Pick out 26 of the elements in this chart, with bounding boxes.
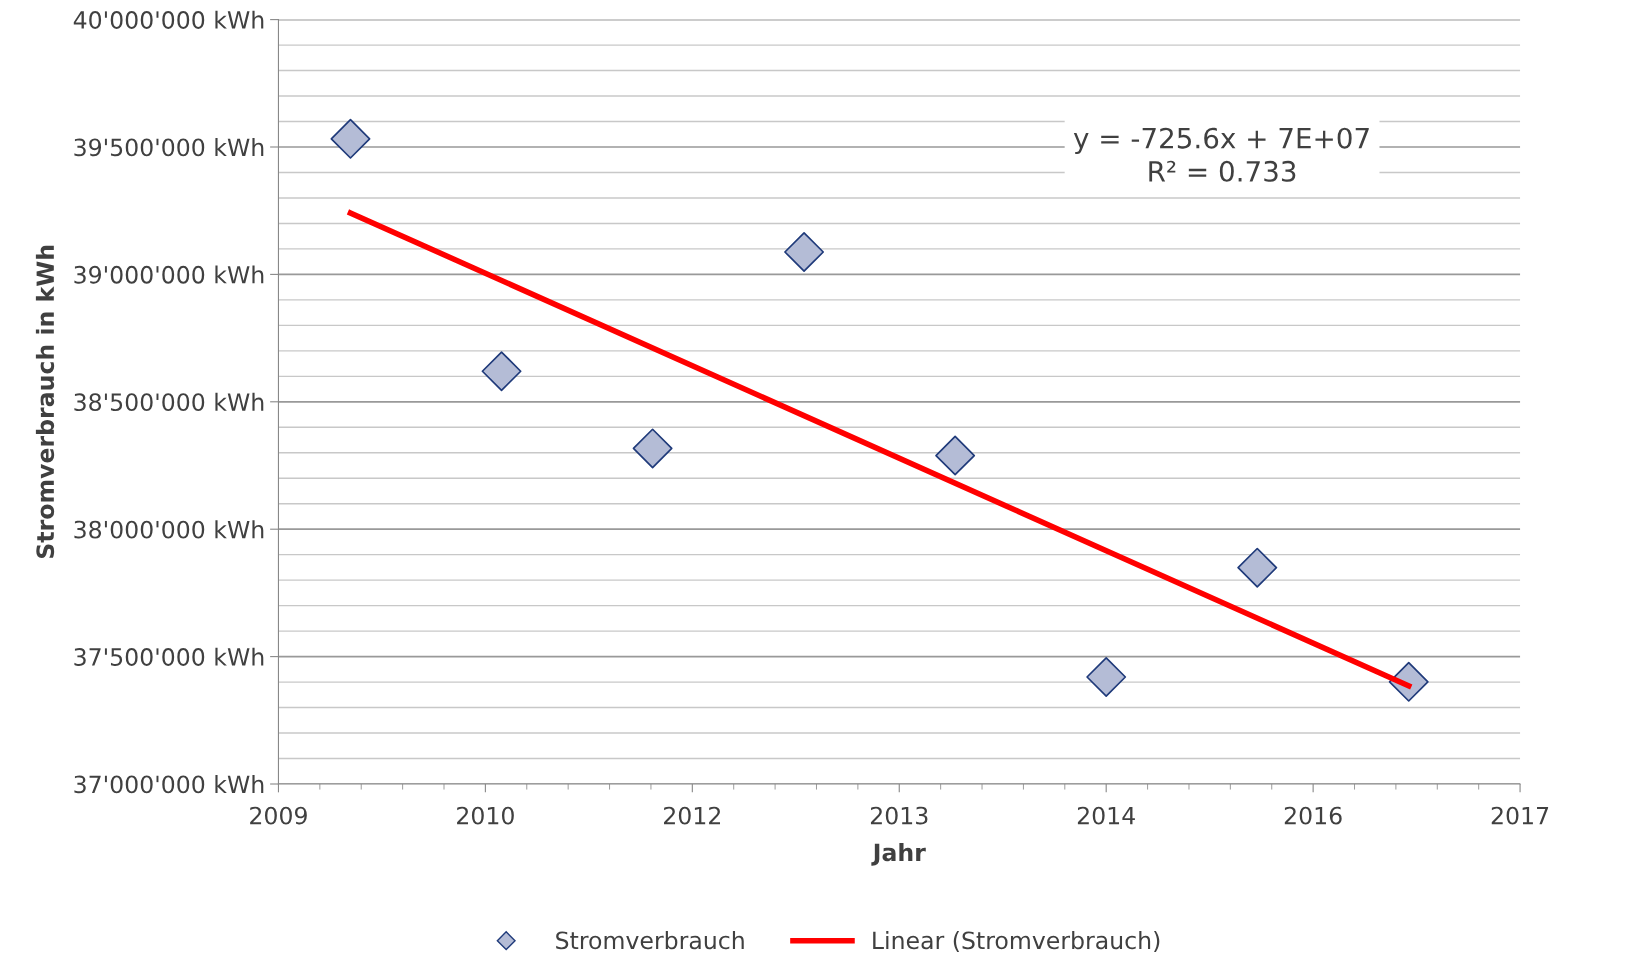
y-tick-label: 38'500'000 kWh xyxy=(74,392,264,412)
legend-label: Linear (Stromverbrauch) xyxy=(873,931,1160,953)
x-tick-label: 2013 xyxy=(870,806,928,825)
legend-label: Stromverbrauch xyxy=(556,931,744,950)
x-tick-label: 2017 xyxy=(1491,806,1549,825)
x-tick-label: 2010 xyxy=(457,806,514,825)
x-axis-title: Jahr xyxy=(871,842,926,866)
point xyxy=(1086,657,1127,697)
point xyxy=(481,351,522,392)
point xyxy=(1237,547,1278,588)
point xyxy=(935,435,976,476)
x-tick-label: 2016 xyxy=(1284,806,1342,825)
x-tick-label: 2012 xyxy=(664,806,721,825)
y-tick-label: 40'000'000 kWh xyxy=(73,10,264,29)
annotation: y = -725.6x + 7E+07 R² = 0.733 xyxy=(1073,127,1369,182)
point xyxy=(784,231,825,272)
y-tick-label: 37'000'000 kWh xyxy=(74,775,264,794)
x-tick-label: 2009 xyxy=(250,806,307,825)
y-tick-label: 37'500'000 kWh xyxy=(74,647,264,666)
y-tick-label: 39'500'000 kWh xyxy=(74,138,264,157)
y-tick-label: 39'000'000 kWh xyxy=(74,265,264,284)
x-tick-label: 2014 xyxy=(1077,806,1135,825)
y-axis-title: Stromverbrauch in kWh xyxy=(35,245,55,558)
point xyxy=(330,118,371,159)
y-tick-label: 38'000'000 kWh xyxy=(74,520,264,539)
point xyxy=(632,428,673,469)
